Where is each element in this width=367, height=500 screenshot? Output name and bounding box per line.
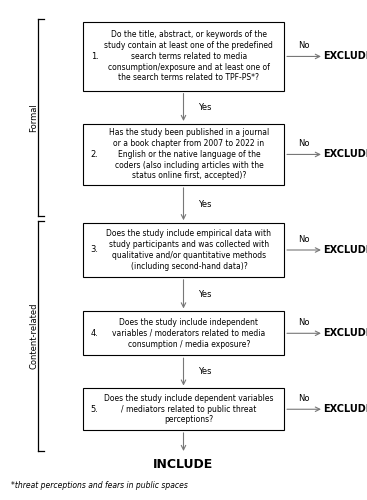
Text: Yes: Yes [198,103,211,112]
Text: Does the study include dependent variables
/ mediators related to public threat
: Does the study include dependent variabl… [104,394,274,424]
Text: Has the study been published in a journal
or a book chapter from 2007 to 2022 in: Has the study been published in a journa… [109,128,269,180]
Text: 5.: 5. [91,405,99,414]
Text: No: No [298,234,310,244]
Text: EXCLUDE: EXCLUDE [323,245,367,255]
FancyBboxPatch shape [83,311,284,356]
Text: Yes: Yes [198,200,211,208]
Text: 2.: 2. [91,150,99,159]
Text: No: No [298,318,310,327]
FancyBboxPatch shape [83,124,284,185]
Text: EXCLUDE: EXCLUDE [323,404,367,414]
Text: Does the study include empirical data with
study participants and was collected : Does the study include empirical data wi… [106,230,271,270]
FancyBboxPatch shape [83,223,284,277]
Text: 3.: 3. [91,246,99,254]
FancyBboxPatch shape [83,388,284,430]
Text: Formal: Formal [29,103,38,132]
Text: Do the title, abstract, or keywords of the
study contain at least one of the pre: Do the title, abstract, or keywords of t… [105,30,273,82]
Text: No: No [298,139,310,148]
Text: Yes: Yes [198,290,211,298]
Text: EXCLUDE: EXCLUDE [323,150,367,160]
Text: Content-related: Content-related [29,302,38,369]
Text: INCLUDE: INCLUDE [153,458,214,471]
Text: *threat perceptions and fears in public spaces: *threat perceptions and fears in public … [11,481,188,490]
Text: EXCLUDE: EXCLUDE [323,52,367,62]
Text: Yes: Yes [198,368,211,376]
Text: EXCLUDE: EXCLUDE [323,328,367,338]
Text: 4.: 4. [91,329,99,338]
Text: Does the study include independent
variables / moderators related to media
consu: Does the study include independent varia… [112,318,265,348]
Text: No: No [298,41,310,50]
Text: 1.: 1. [91,52,99,61]
Text: No: No [298,394,310,403]
FancyBboxPatch shape [83,22,284,91]
